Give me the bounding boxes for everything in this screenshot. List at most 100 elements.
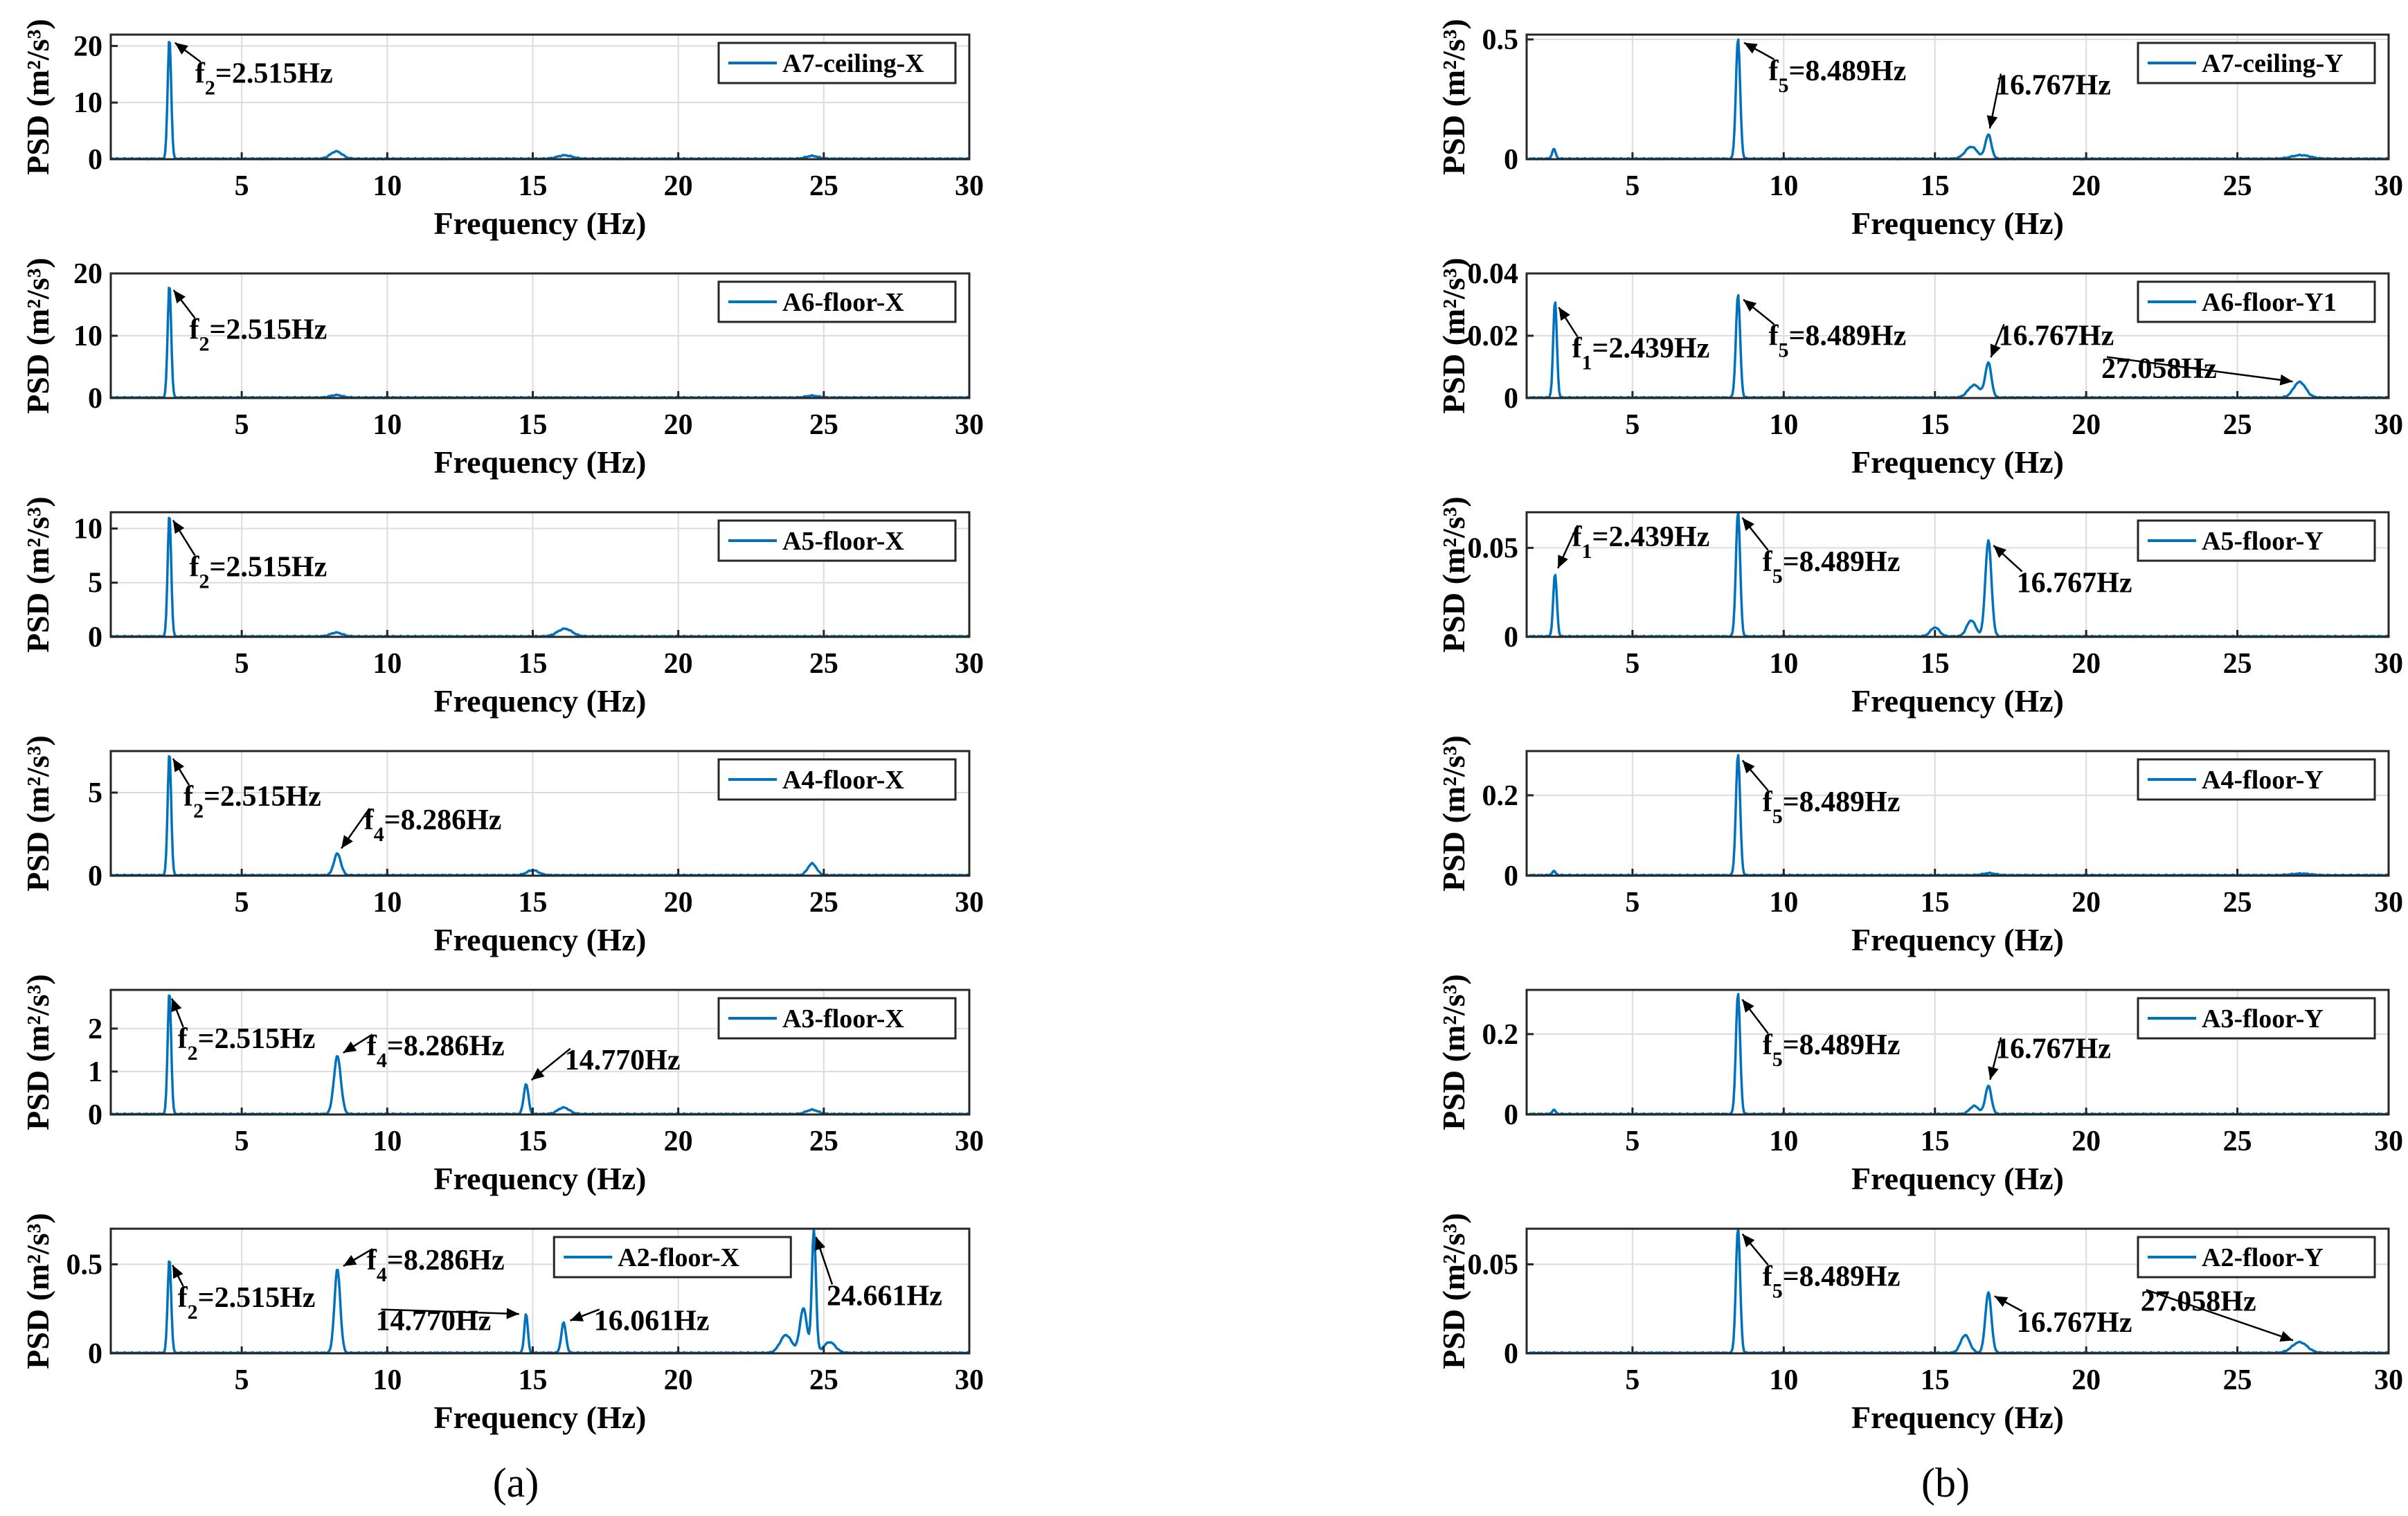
y-tick-label: 20 — [73, 30, 102, 62]
x-tick-label: 15 — [1921, 887, 1950, 919]
annotation-arrowhead — [1742, 760, 1755, 774]
psd-panel-A7-ceiling-Y: 5 10 15 20 25 30 0 0.5 Frequency (Hz) PSD (m²/s³)… — [1436, 19, 2403, 241]
y-tick-label: 1 — [88, 1056, 102, 1088]
annotation-arrowhead — [343, 1254, 357, 1267]
psd-panel-A6-floor-X: 5 10 15 20 25 30 0 10 20 Frequency (Hz) PSD (m²/s³… — [20, 258, 984, 480]
x-tick-label: 5 — [235, 409, 249, 441]
annotation-arrow — [381, 1308, 519, 1315]
x-tick-label: 15 — [1921, 170, 1950, 202]
x-tick-label: 25 — [809, 409, 838, 441]
annotation-label: f4=8.286Hz — [364, 804, 502, 846]
axes-box — [109, 33, 971, 161]
y-tick-label: 10 — [73, 321, 102, 352]
axes-box — [1525, 33, 2390, 161]
x-tick-label: 5 — [235, 887, 249, 919]
x-tick-label: 15 — [1921, 648, 1950, 680]
annotation-label: f1=2.439Hz — [1572, 521, 1710, 563]
y-tick-label: 0.2 — [1482, 780, 1519, 812]
annotation-arrowhead — [1558, 307, 1570, 321]
x-axis-label: Frequency (Hz) — [433, 444, 646, 480]
x-tick-label: 10 — [372, 1364, 402, 1396]
x-tick-label: 10 — [1769, 1126, 1798, 1157]
x-axis-label: Frequency (Hz) — [1851, 444, 2064, 480]
axes-box — [1525, 989, 2390, 1116]
x-tick-label: 5 — [235, 170, 249, 202]
annotation-label: f2=2.515Hz — [189, 551, 327, 593]
x-tick-label: 30 — [2374, 648, 2403, 680]
annotation-arrowhead — [172, 758, 185, 773]
x-tick-label: 10 — [372, 409, 402, 441]
x-tick-label: 10 — [1769, 887, 1798, 919]
x-axis-label: Frequency (Hz) — [1851, 1161, 2064, 1196]
annotation-label: f5=8.489Hz — [1763, 1261, 1901, 1302]
x-tick-label: 25 — [809, 1126, 838, 1157]
psd-panel-A5-floor-Y: 5 10 15 20 25 30 0 0.05 Frequency (Hz) PSD (m²/s³… — [1436, 496, 2403, 719]
x-axis-label: Frequency (Hz) — [433, 1161, 646, 1196]
x-tick-label: 15 — [1921, 1364, 1950, 1396]
annotation-arrowhead — [173, 290, 186, 304]
x-tick-label: 5 — [1625, 170, 1639, 202]
x-tick-label: 30 — [955, 409, 984, 441]
x-tick-label: 20 — [2072, 170, 2101, 202]
x-tick-label: 25 — [2223, 170, 2252, 202]
x-tick-label: 20 — [664, 887, 693, 919]
x-tick-label: 5 — [235, 648, 249, 680]
annotation-label: f2=2.515Hz — [178, 1282, 316, 1324]
annotation-label: 16.767Hz — [1995, 1034, 2111, 1065]
annotation-arrowhead — [1993, 545, 2006, 558]
annotation-arrowhead — [341, 835, 353, 849]
annotation-label: 27.058Hz — [2141, 1285, 2256, 1317]
x-tick-label: 25 — [2223, 1126, 2252, 1157]
annotation-arrow — [2106, 356, 2293, 383]
annotation-arrowhead — [1994, 1296, 2009, 1307]
axes-box — [109, 511, 971, 638]
annotation-arrowhead — [172, 1265, 183, 1279]
legend-label: A7-ceiling-Y — [2202, 49, 2344, 78]
y-tick-label: 0.04 — [1468, 258, 1519, 290]
annotation-label: 14.770Hz — [376, 1306, 492, 1337]
x-tick-label: 25 — [2223, 409, 2252, 441]
annotation-arrowhead — [570, 1310, 584, 1321]
x-tick-label: 25 — [809, 1364, 838, 1396]
annotation-arrowhead — [1743, 299, 1757, 312]
x-axis-label: Frequency (Hz) — [1851, 683, 2064, 719]
legend-label: A2-floor-X — [618, 1243, 739, 1272]
x-tick-label: 20 — [2072, 1126, 2101, 1157]
annotation-label: 16.767Hz — [2017, 1307, 2132, 1339]
annotation-label: 16.767Hz — [1995, 70, 2111, 102]
y-tick-label: 0 — [88, 1099, 102, 1131]
x-tick-label: 20 — [664, 1364, 693, 1396]
psd-panel-A3-floor-X: 5 10 15 20 25 30 0 1 2 Frequency (Hz) PSD (m²/s³) A… — [20, 974, 984, 1196]
y-axis-label: PSD (m²/s³) — [1436, 1213, 1471, 1369]
axes-box — [109, 989, 971, 1116]
psd-panel-A5-floor-X: 5 10 15 20 25 30 0 5 10 Frequency (Hz) PSD (m²/s³)… — [20, 496, 984, 719]
x-tick-label: 30 — [2374, 1364, 2403, 1396]
x-tick-label: 10 — [372, 170, 402, 202]
x-axis-label: Frequency (Hz) — [433, 922, 646, 957]
annotation-label: 14.770Hz — [565, 1045, 681, 1076]
annotation-arrowhead — [1742, 1234, 1755, 1247]
x-tick-label: 5 — [1625, 887, 1639, 919]
axes-box — [1525, 511, 2390, 638]
annotation-label: f2=2.515Hz — [183, 781, 321, 822]
y-axis-label: PSD (m²/s³) — [20, 258, 55, 414]
y-tick-label: 10 — [73, 513, 102, 545]
x-tick-label: 30 — [955, 170, 984, 202]
x-tick-label: 10 — [1769, 648, 1798, 680]
y-tick-label: 0.05 — [1468, 532, 1519, 564]
annotation-arrowhead — [1558, 554, 1568, 568]
x-tick-label: 15 — [518, 1364, 547, 1396]
x-tick-label: 5 — [1625, 1364, 1639, 1396]
axes-box — [1525, 750, 2390, 877]
annotation-arrowhead — [172, 520, 185, 534]
x-tick-label: 10 — [372, 648, 402, 680]
annotation-arrowhead — [506, 1308, 519, 1319]
y-tick-label: 0.2 — [1482, 1019, 1519, 1051]
annotation-label: f5=8.489Hz — [1768, 321, 1906, 362]
x-tick-label: 20 — [2072, 648, 2101, 680]
y-tick-label: 0 — [88, 622, 102, 653]
x-tick-label: 10 — [1769, 409, 1798, 441]
annotation-label: f1=2.439Hz — [1572, 333, 1710, 375]
